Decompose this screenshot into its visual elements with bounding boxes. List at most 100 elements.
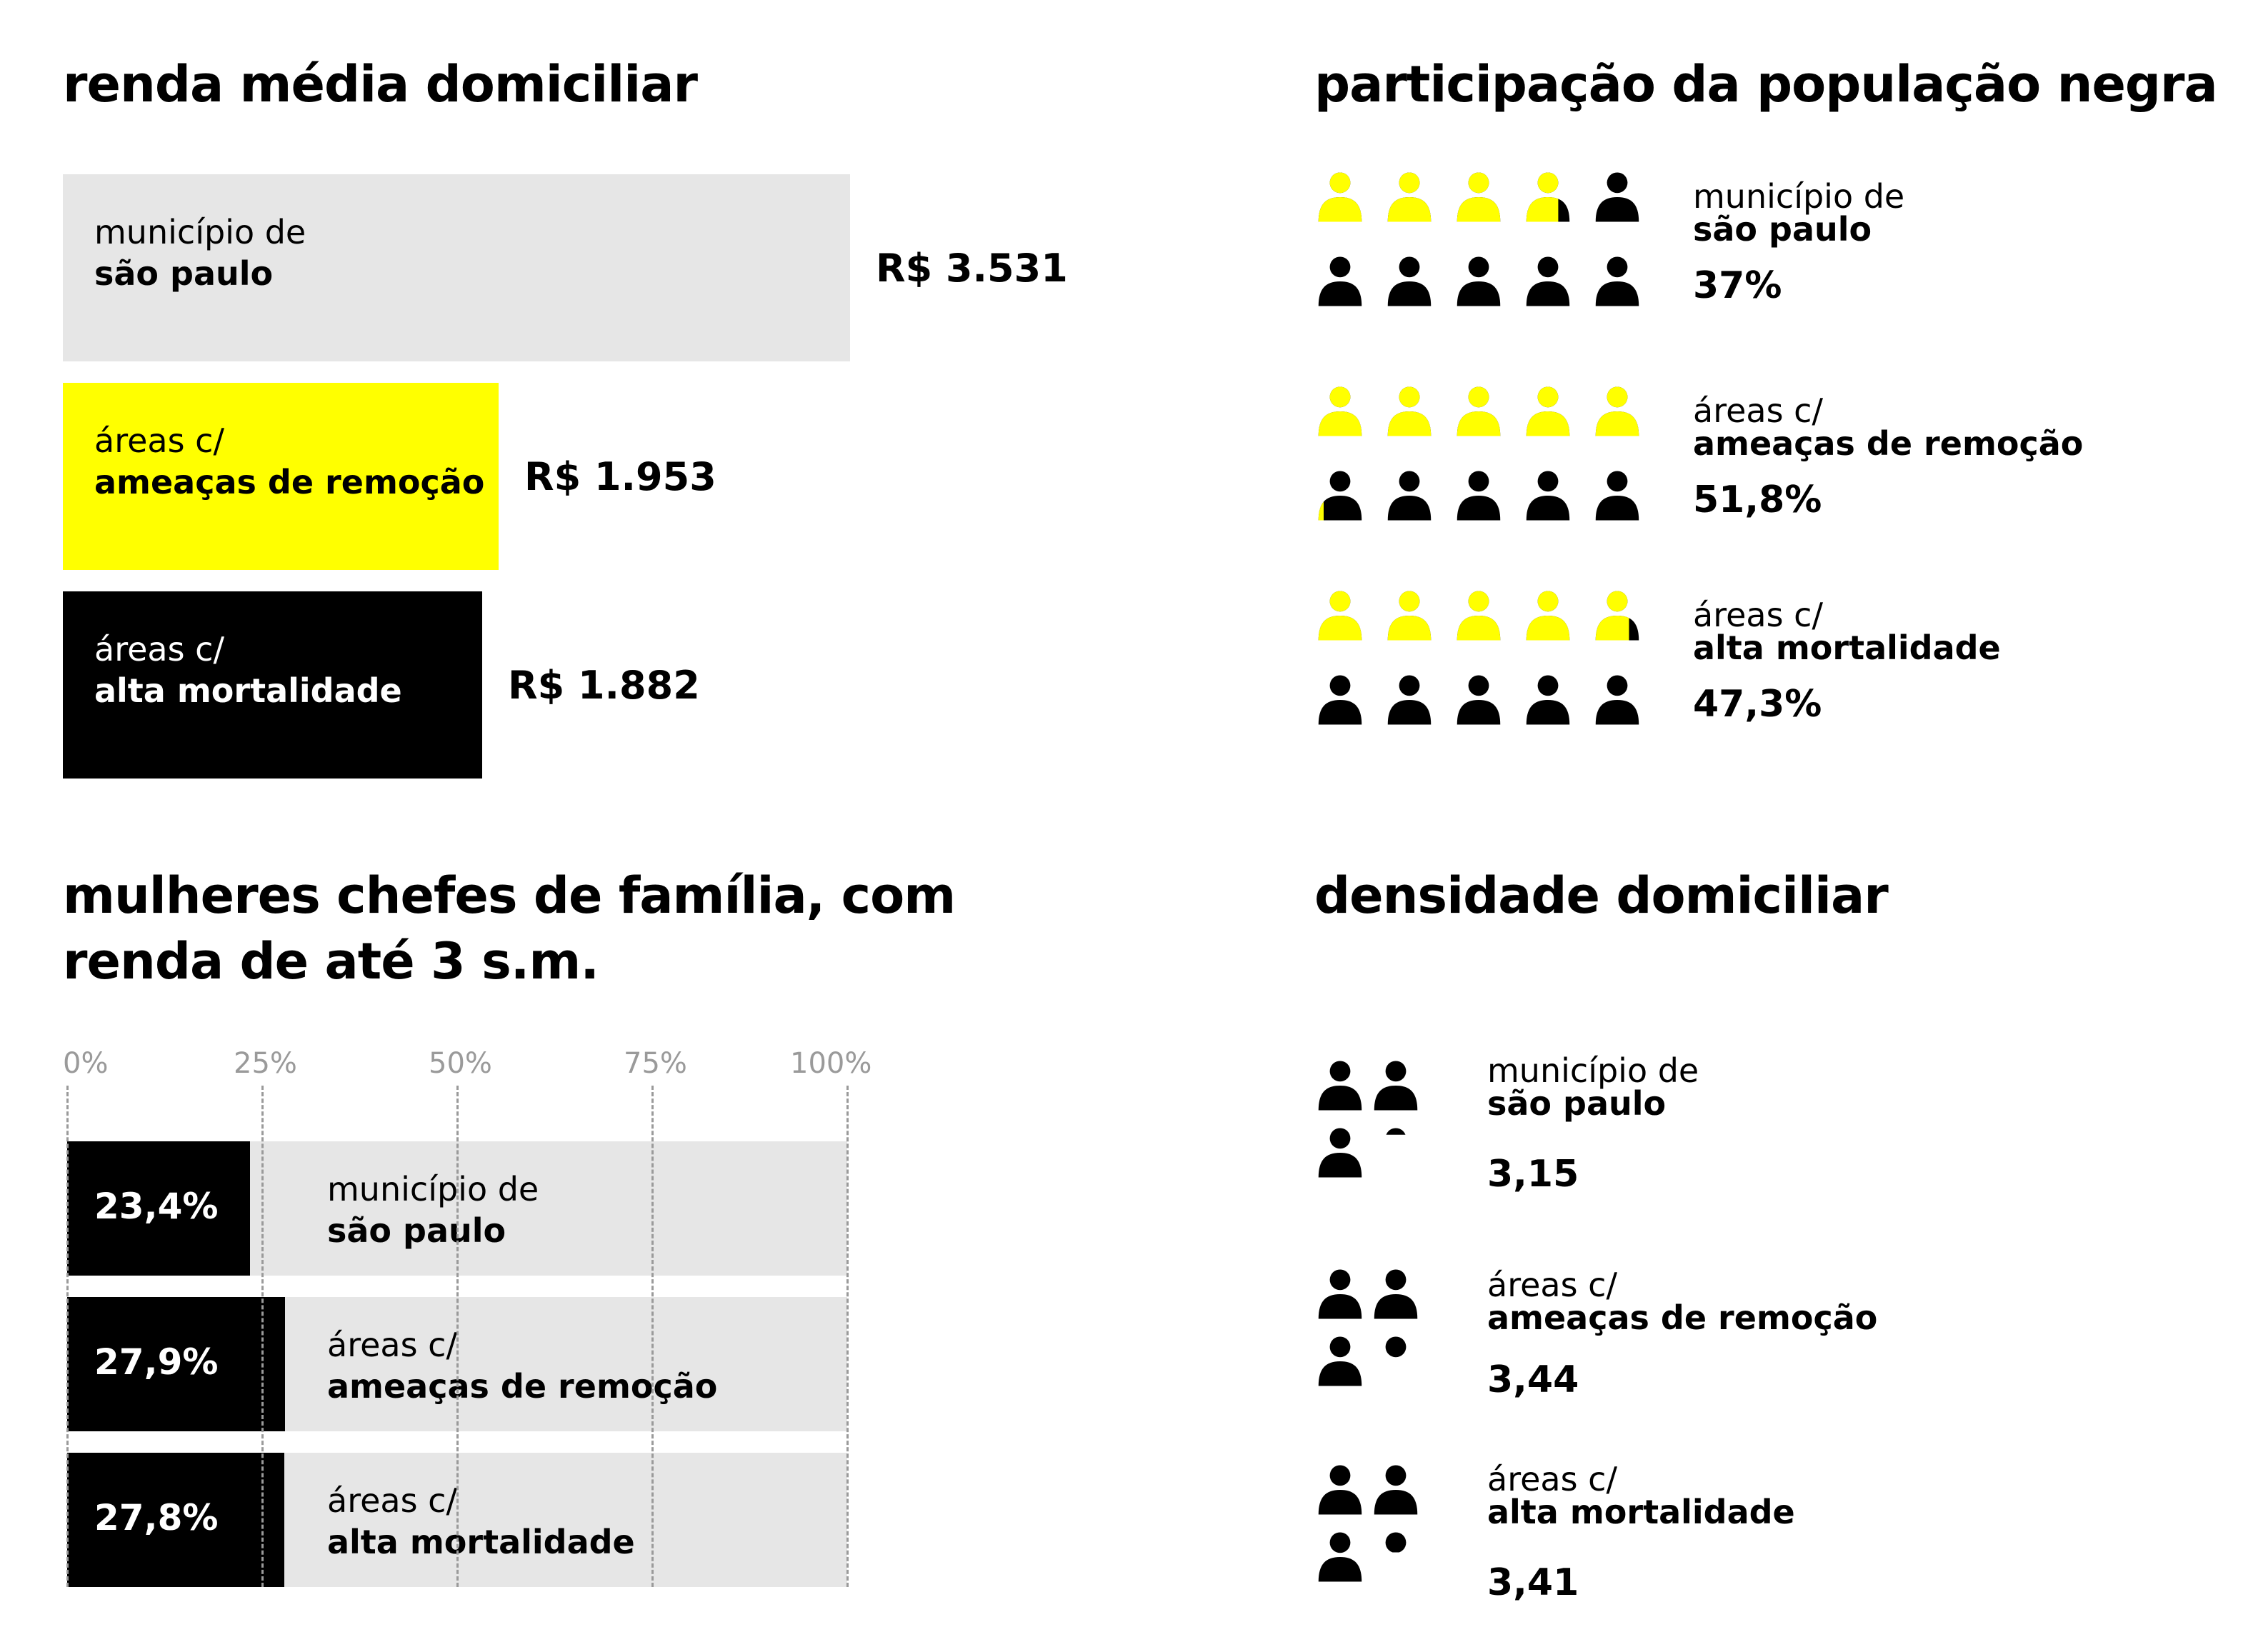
x-axis-grid-line [846, 1086, 849, 1587]
income-bar-high-mortality: áreas c/ alta mortalidade [63, 591, 482, 779]
income-bar-label-line1: município de [94, 213, 306, 251]
women-heads-row-label: áreas c/ alta mortalidade [327, 1480, 635, 1563]
stat-label-line2: alta mortalidade [1693, 629, 2001, 667]
person-icon [1595, 675, 1639, 725]
person-icon [1526, 675, 1570, 725]
stat-label-line1: áreas c/ [1693, 596, 1823, 634]
x-axis-tick-label: 50% [429, 1047, 492, 1080]
person-icon [1318, 591, 1362, 641]
person-icon [1457, 471, 1501, 521]
stat-value: 3,15 [1487, 1153, 1579, 1196]
person-icon [1387, 591, 1432, 641]
stat-value: 51,8% [1693, 479, 1822, 521]
person-icon [1457, 172, 1501, 222]
income-bar-sao-paulo: município de são paulo [63, 174, 850, 361]
income-chart-title: renda média domiciliar [63, 55, 698, 114]
person-icon [1318, 386, 1362, 436]
person-icon [1457, 386, 1501, 436]
stat-label-line2: ameaças de remoção [1487, 1298, 1878, 1337]
person-icon [1386, 1128, 1406, 1135]
stat-label-line2: são paulo [1693, 210, 1872, 249]
income-bar-label-line2: ameaças de remoção [94, 463, 485, 501]
stat-value: 3,44 [1487, 1358, 1579, 1401]
person-icon [1374, 1061, 1418, 1111]
person-icon [1595, 172, 1639, 222]
income-value-label: R$ 3.531 [876, 246, 1068, 291]
household-density-stat-sao-paulo: município de são paulo 3,15 [1487, 1054, 1699, 1196]
women-heads-value-label: 27,8% [94, 1497, 219, 1538]
stat-label-line1: áreas c/ [1693, 391, 1823, 430]
person-icon [1385, 1532, 1407, 1553]
women-heads-bar [67, 1453, 284, 1587]
women-heads-chart-title: mulheres chefes de família, com renda de… [63, 863, 956, 994]
x-axis-grid-line [456, 1086, 459, 1587]
row-label-line2: são paulo [327, 1211, 506, 1250]
person-icon [1318, 675, 1362, 725]
stat-label-line2: alta mortalidade [1487, 1493, 1795, 1531]
stat-value: 3,41 [1487, 1561, 1579, 1604]
person-icon [1595, 591, 1639, 641]
household-density-chart-title: densidade domiciliar [1314, 866, 1889, 925]
x-axis-grid-line [66, 1086, 69, 1587]
stat-label-line2: ameaças de remoção [1693, 424, 2084, 463]
women-heads-row-label: áreas c/ ameaças de remoção [327, 1324, 717, 1407]
household-density-stat-removal-threat: áreas c/ ameaças de remoção 3,44 [1487, 1268, 1877, 1401]
person-icon [1387, 172, 1432, 222]
income-bar-label-line1: áreas c/ [94, 421, 224, 460]
person-icon [1318, 172, 1362, 222]
x-axis-tick-label: 100% [790, 1047, 872, 1080]
black-population-chart-title: participação da população negra [1314, 55, 2218, 114]
women-heads-value-label: 23,4% [94, 1186, 219, 1227]
black-population-stat-high-mortality: áreas c/ alta mortalidade 47,3% [1693, 599, 2001, 726]
person-icon [1318, 1465, 1362, 1515]
women-heads-value-label: 27,9% [94, 1341, 219, 1383]
women-heads-title-line1: mulheres chefes de família, com [63, 866, 956, 925]
person-icon [1387, 256, 1432, 306]
row-label-line1: áreas c/ [327, 1481, 457, 1520]
person-icon [1595, 471, 1639, 521]
person-icon [1387, 675, 1432, 725]
stat-label-line2: são paulo [1487, 1084, 1667, 1123]
person-icon [1526, 386, 1570, 436]
women-heads-bar [67, 1141, 250, 1276]
stat-label-line1: município de [1487, 1051, 1699, 1090]
person-icon [1526, 256, 1570, 306]
black-population-stat-removal-threat: áreas c/ ameaças de remoção 51,8% [1693, 394, 2083, 521]
stat-label-line1: áreas c/ [1487, 1460, 1617, 1498]
person-icon [1374, 1269, 1418, 1319]
stat-value: 37% [1693, 264, 1782, 307]
person-icon [1387, 386, 1432, 436]
person-icon [1526, 471, 1570, 521]
women-heads-bar [67, 1297, 285, 1431]
household-density-stat-high-mortality: áreas c/ alta mortalidade 3,41 [1487, 1463, 1795, 1604]
person-icon [1526, 172, 1570, 222]
women-heads-title-line2: renda de até 3 s.m. [63, 932, 599, 991]
women-heads-row-label: município de são paulo [327, 1168, 539, 1251]
person-icon [1385, 1336, 1407, 1358]
income-bar-removal-threat: áreas c/ ameaças de remoção [63, 383, 499, 570]
person-icon [1457, 675, 1501, 725]
stat-label-line1: áreas c/ [1487, 1266, 1617, 1304]
income-bar-label-line2: alta mortalidade [94, 671, 402, 710]
x-axis-tick-label: 0% [63, 1047, 109, 1080]
person-icon [1387, 471, 1432, 521]
income-bar-label-line2: são paulo [94, 254, 274, 293]
person-icon [1457, 591, 1501, 641]
person-icon [1318, 1269, 1362, 1319]
person-icon [1318, 1336, 1362, 1386]
person-icon [1526, 591, 1570, 641]
person-icon [1318, 1532, 1362, 1582]
person-icon [1318, 256, 1362, 306]
person-icon [1457, 256, 1501, 306]
person-icon [1318, 1061, 1362, 1111]
x-axis-grid-line [651, 1086, 654, 1587]
row-label-line2: ameaças de remoção [327, 1367, 718, 1406]
row-label-line1: município de [327, 1170, 539, 1208]
x-axis-tick-label: 25% [234, 1047, 297, 1080]
person-icon [1595, 386, 1639, 436]
x-axis-tick-label: 75% [624, 1047, 687, 1080]
person-icon [1595, 256, 1639, 306]
black-population-stat-sao-paulo: município de são paulo 37% [1693, 180, 1904, 307]
income-value-label: R$ 1.953 [524, 454, 716, 499]
person-icon [1318, 471, 1362, 521]
